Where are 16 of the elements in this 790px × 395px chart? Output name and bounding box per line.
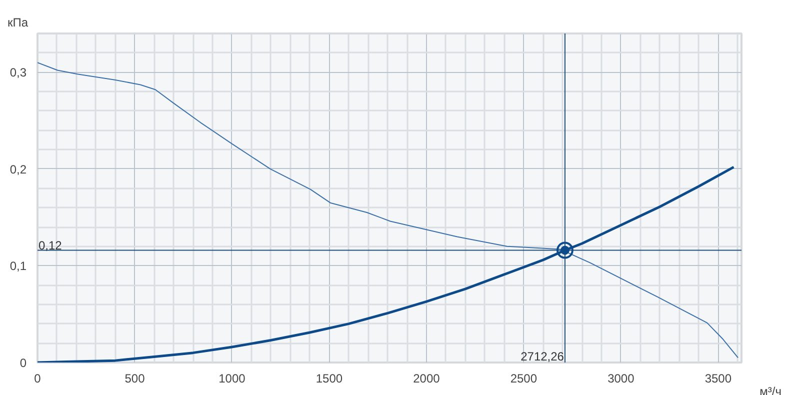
x-tick-label: 1000 (218, 372, 246, 386)
line-series (38, 166, 735, 362)
x-tick-label: 2000 (413, 372, 440, 386)
y-tick-label: 0,3 (10, 66, 27, 80)
x-tick-label: 500 (124, 372, 146, 386)
x-tick-label: 2500 (510, 372, 538, 386)
y-tick-label: 0 (20, 356, 27, 370)
y-tick-label: 0,2 (10, 162, 27, 176)
x-tick-label: 0 (34, 372, 42, 386)
y-tick-label: 0,1 (10, 259, 27, 274)
x-tick-label: 1500 (316, 372, 343, 386)
y-axis-title: кПа (8, 16, 28, 30)
x-tick-label: 3500 (704, 372, 732, 386)
x-tick-label: 3000 (608, 372, 635, 386)
ref-line-label: 2712,26 (520, 350, 564, 364)
ref-line-label: 0,12 (38, 238, 62, 252)
